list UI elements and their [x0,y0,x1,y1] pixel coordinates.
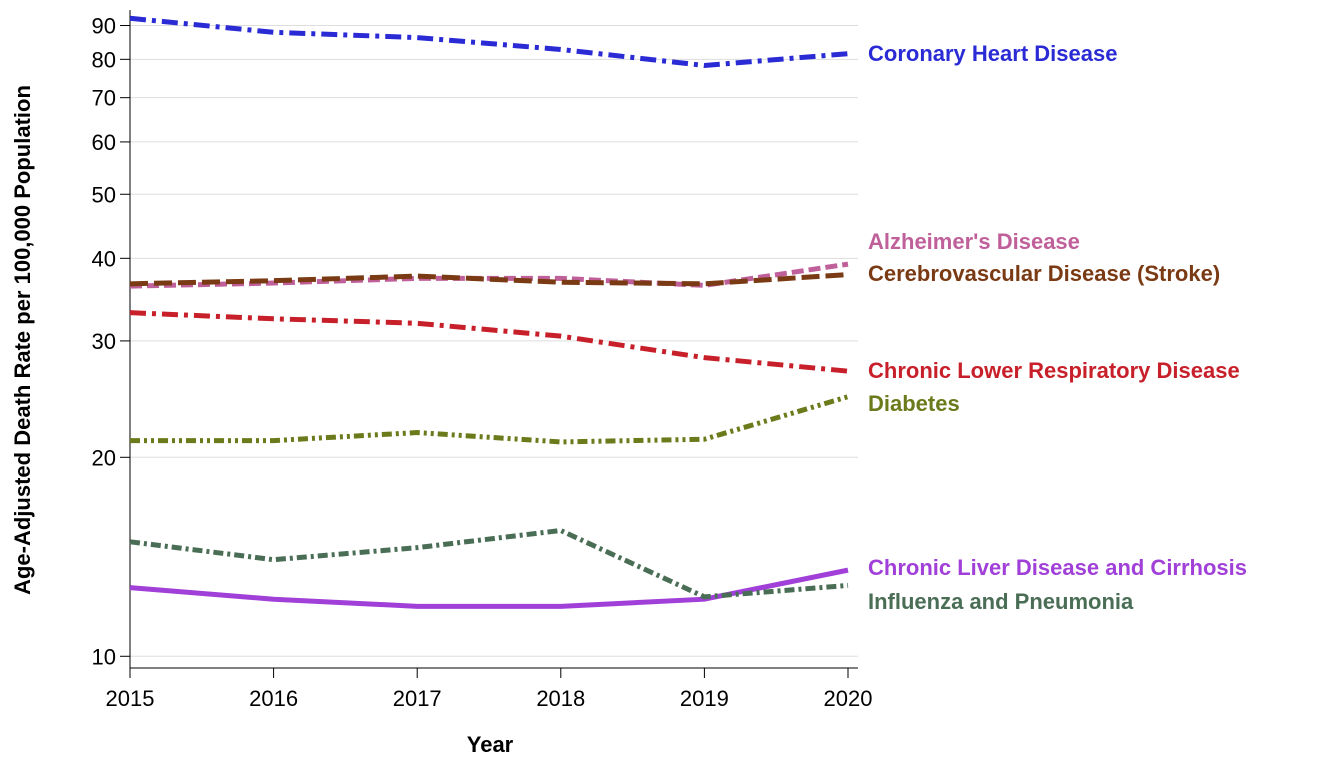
y-tick-label: 40 [92,246,116,271]
y-tick-label: 60 [92,130,116,155]
x-axis-label: Year [467,732,514,757]
series-line [129,527,849,600]
y-tick-label: 10 [92,644,116,669]
y-tick-label: 50 [92,182,116,207]
series-label: Chronic Liver Disease and Cirrhosis [868,555,1247,580]
y-tick-label: 30 [92,329,116,354]
y-tick-label: 80 [92,47,116,72]
y-tick-label: 90 [92,14,116,39]
x-tick-label: 2016 [249,686,298,711]
y-tick-label: 20 [92,445,116,470]
series-label: Coronary Heart Disease [868,41,1117,66]
x-tick-label: 2020 [824,686,873,711]
series-label: Diabetes [868,391,960,416]
series-line [129,15,849,69]
series-line [129,261,849,289]
x-tick-label: 2019 [680,686,729,711]
x-tick-label: 2015 [106,686,155,711]
series-label: Influenza and Pneumonia [868,589,1134,614]
series-line [129,567,849,609]
y-tick-label: 70 [92,86,116,111]
series-line [130,394,849,445]
series-label: Chronic Lower Respiratory Disease [868,358,1240,383]
y-axis-label: Age-Adjusted Death Rate per 100,000 Popu… [10,85,35,595]
series-line [129,310,849,374]
x-tick-label: 2018 [536,686,585,711]
x-tick-label: 2017 [393,686,442,711]
series-label: Cerebrovascular Disease (Stroke) [868,261,1220,286]
series-label: Alzheimer's Disease [868,229,1080,254]
